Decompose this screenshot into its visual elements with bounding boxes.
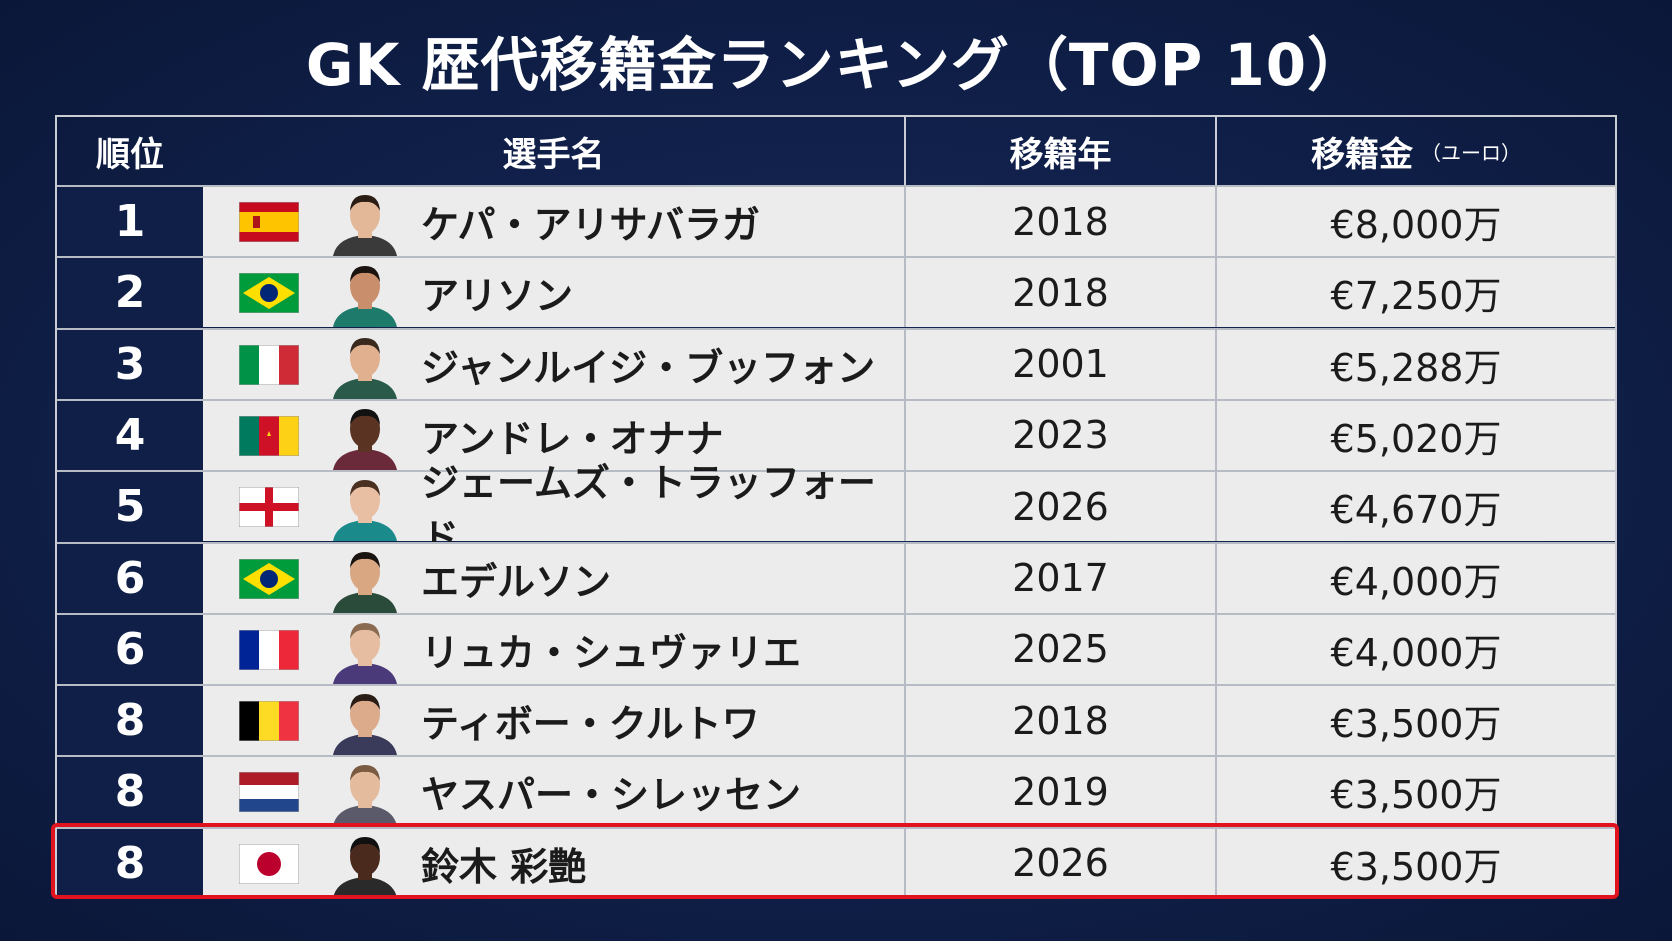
rank: 8	[57, 757, 203, 827]
header-cell: 移籍金 （ユーロ）	[1217, 117, 1615, 185]
player-name: アンドレ・オナナ	[421, 416, 724, 461]
table-row: 8 鈴木 彩艶 2026 €3,500万	[57, 826, 1615, 898]
ranking-table: 順位 選手名 移籍年 移籍金 （ユーロ） 1 ケパ・アリサバラガ 2018 €8,000…	[55, 115, 1617, 898]
player-cell: アリソン	[203, 258, 906, 328]
player-name: ヤスパー・シレッセン	[421, 773, 802, 818]
transfer-fee: €4,000万	[1217, 543, 1615, 613]
flag	[239, 629, 299, 670]
player-name: アリソン	[421, 274, 574, 319]
rank: 4	[57, 400, 203, 470]
table-row: 8 ヤスパー・シレッセン 2019 €3,500万	[57, 755, 1615, 827]
table-row: 6 リュカ・シュヴァリエ 2025 €4,000万	[57, 612, 1615, 684]
transfer-year: 2018	[906, 258, 1217, 328]
player-cell: ヤスパー・シレッセン	[203, 757, 906, 827]
rank: 3	[57, 329, 203, 399]
player-cell: 鈴木 彩艶	[203, 828, 906, 898]
transfer-year: 2018	[906, 686, 1217, 756]
table-row: 2 アリソン 2018 €7,250万	[57, 256, 1615, 328]
header-text: 移籍金	[1311, 134, 1413, 175]
transfer-year: 2023	[906, 400, 1217, 470]
player-name: リュカ・シュヴァリエ	[421, 630, 802, 675]
player-name: 鈴木 彩艶	[421, 844, 587, 889]
flag	[239, 772, 299, 813]
title: GK 歴代移籍金ランキング（TOP 10）	[305, 31, 1367, 99]
table-row: 3 ジャンルイジ・ブッフォン 2001 €5,288万	[57, 327, 1615, 399]
highlight-box	[51, 823, 1619, 899]
player-photo	[333, 266, 397, 328]
rank: 1	[57, 187, 203, 256]
transfer-year: 2026	[906, 828, 1217, 898]
transfer-fee: €3,500万	[1217, 686, 1615, 756]
player-cell: ティボー・クルトワ	[203, 686, 906, 756]
table-row: 4 アンドレ・オナナ 2023 €5,020万	[57, 398, 1615, 470]
player-cell: ケパ・アリサバラガ	[203, 187, 906, 256]
transfer-year: 2017	[906, 543, 1217, 613]
player-photo	[333, 765, 397, 827]
flag	[239, 701, 299, 742]
rank: 5	[57, 472, 203, 542]
header-cell: 選手名	[203, 117, 906, 185]
header-cell: 順位	[96, 134, 164, 175]
transfer-fee: €7,250万	[1217, 258, 1615, 328]
rank: 2	[57, 258, 203, 328]
transfer-fee: €8,000万	[1217, 187, 1615, 256]
table-row: 1 ケパ・アリサバラガ 2018 €8,000万	[57, 185, 1615, 256]
rank: 8	[57, 686, 203, 756]
table-row: 5 ジェームズ・トラッフォード 2026 €4,670万	[57, 461, 1615, 560]
player-cell: エデルソン	[203, 543, 906, 613]
player-cell: ジャンルイジ・ブッフォン	[203, 329, 906, 399]
transfer-fee: €4,670万	[1217, 472, 1615, 542]
rank: 6	[57, 543, 203, 613]
rank: 8	[57, 828, 203, 898]
transfer-fee: €3,500万	[1217, 828, 1615, 898]
player-photo	[333, 694, 397, 756]
player-cell: ジェームズ・トラッフォード	[203, 461, 906, 560]
transfer-year: 2018	[906, 187, 1217, 256]
player-name: ティボー・クルトワ	[421, 702, 760, 747]
player-photo	[333, 337, 397, 399]
table-row: 8 ティボー・クルトワ 2018 €3,500万	[57, 684, 1615, 756]
transfer-year: 2019	[906, 757, 1217, 827]
flag	[239, 273, 299, 314]
flag	[239, 558, 299, 599]
player-name: ケパ・アリサバラガ	[421, 203, 760, 247]
player-photo	[333, 836, 397, 898]
player-photo	[333, 622, 397, 684]
flag	[239, 843, 299, 884]
player-photo	[333, 480, 397, 542]
transfer-fee: €5,020万	[1217, 400, 1615, 470]
player-cell: アンドレ・オナナ	[203, 400, 906, 470]
header-cell: 移籍年	[906, 117, 1217, 185]
rank: 6	[57, 614, 203, 684]
transfer-year: 2026	[906, 472, 1217, 542]
player-name: ジャンルイジ・ブッフォン	[421, 345, 876, 390]
transfer-fee: €4,000万	[1217, 614, 1615, 684]
player-name: エデルソン	[421, 559, 612, 604]
flag	[239, 415, 299, 456]
transfer-fee: €3,500万	[1217, 757, 1615, 827]
player-cell: リュカ・シュヴァリエ	[203, 614, 906, 684]
transfer-year: 2001	[906, 329, 1217, 399]
transfer-year: 2025	[906, 614, 1217, 684]
header-unit: （ユーロ）	[1421, 140, 1521, 165]
player-photo	[333, 195, 397, 256]
flag	[239, 344, 299, 385]
player-photo	[333, 551, 397, 613]
player-photo	[333, 408, 397, 470]
flag	[239, 487, 299, 528]
table-row: 6 エデルソン 2017 €4,000万	[57, 541, 1615, 613]
transfer-fee: €5,288万	[1217, 329, 1615, 399]
flag	[239, 202, 299, 242]
